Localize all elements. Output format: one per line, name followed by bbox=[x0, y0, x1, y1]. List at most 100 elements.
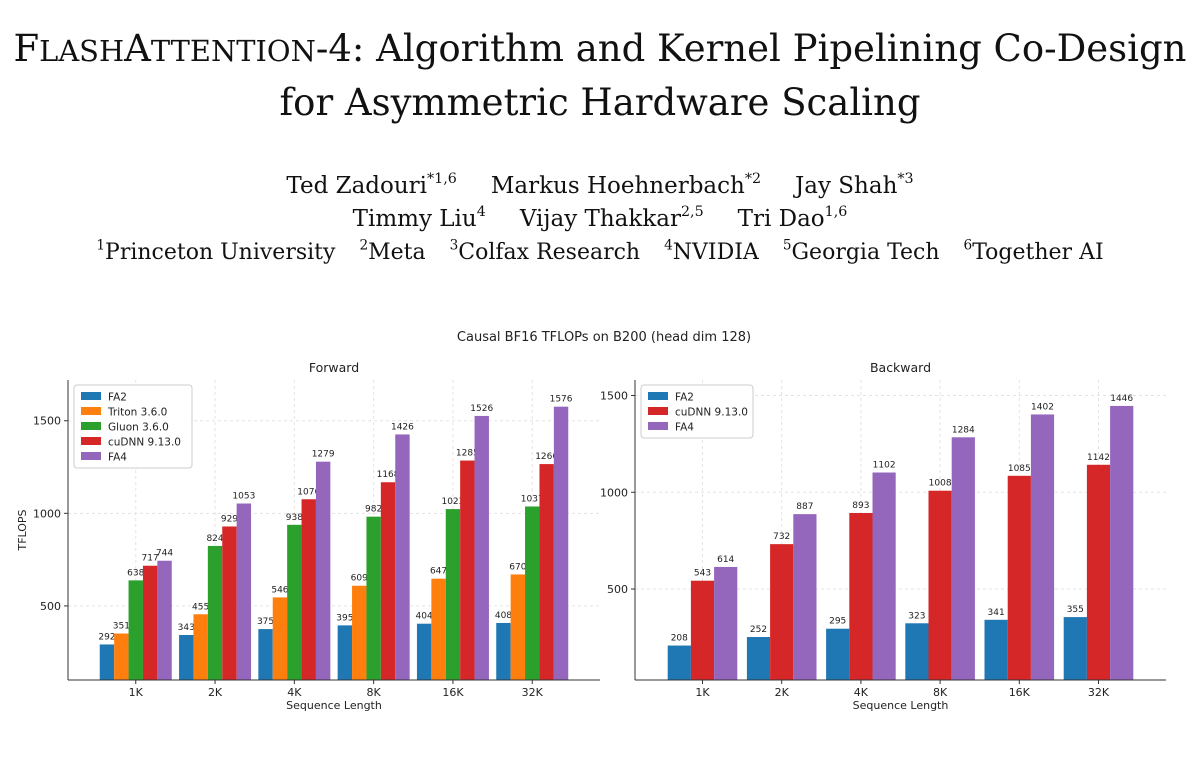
author-name: Timmy Liu bbox=[352, 206, 477, 233]
legend-label: FA2 bbox=[675, 392, 694, 404]
x-tick-label: 16K bbox=[442, 686, 464, 699]
x-tick-label: 4K bbox=[854, 686, 869, 699]
bar bbox=[236, 503, 252, 680]
x-tick-label: 8K bbox=[933, 686, 948, 699]
bar bbox=[1063, 617, 1087, 680]
bar bbox=[366, 516, 381, 680]
backward-chart: 208 252 295 323 341 355 543 732 893 1008 1085 1142 6… bbox=[600, 360, 1166, 712]
bar bbox=[395, 434, 410, 680]
affiliation: 1Princeton University bbox=[96, 237, 336, 265]
data-label: 1053 bbox=[232, 492, 255, 502]
data-label: 375 bbox=[257, 617, 274, 627]
x-tick-label: 4K bbox=[287, 686, 302, 699]
data-label: 938 bbox=[286, 513, 303, 523]
legend-swatch bbox=[648, 392, 668, 400]
data-label: 341 bbox=[988, 608, 1005, 618]
data-label: 893 bbox=[852, 501, 869, 511]
data-label: 343 bbox=[178, 623, 195, 633]
author-name: Jay Shah bbox=[795, 173, 898, 199]
chart-title: Backward bbox=[870, 360, 931, 375]
line2-author: Timmy Liu4 bbox=[352, 204, 486, 233]
data-label: 1426 bbox=[391, 422, 414, 432]
legend-swatch bbox=[81, 392, 101, 400]
author-affiliation-marker: *1,6 bbox=[427, 171, 457, 188]
bar bbox=[315, 461, 331, 680]
title-smallcaps: FLASHATTENTION-4 bbox=[13, 27, 352, 70]
y-tick-label: 1500 bbox=[600, 389, 628, 402]
bar bbox=[258, 629, 273, 680]
data-label: 546 bbox=[271, 585, 288, 595]
data-label: 887 bbox=[796, 502, 813, 512]
bar bbox=[99, 644, 115, 680]
bar bbox=[1110, 405, 1134, 680]
title-line-2: for Asymmetric Hardware Scaling bbox=[279, 80, 921, 124]
chart-title: Forward bbox=[309, 360, 359, 375]
data-label: 1076 bbox=[297, 487, 320, 497]
data-label: 323 bbox=[908, 611, 925, 621]
x-axis-label: Sequence Length bbox=[853, 699, 949, 712]
author-name: Vijay Thakkar bbox=[519, 206, 681, 233]
data-label: 982 bbox=[365, 505, 382, 515]
data-label: 929 bbox=[221, 514, 238, 524]
data-label: 455 bbox=[192, 602, 209, 612]
data-label: 408 bbox=[495, 611, 512, 621]
data-label: 404 bbox=[416, 612, 433, 622]
y-tick-label: 1500 bbox=[33, 415, 61, 428]
bar bbox=[142, 565, 158, 680]
bar bbox=[431, 578, 446, 680]
bar bbox=[287, 524, 302, 680]
bar bbox=[1007, 475, 1031, 680]
legend-label: Gluon 3.6.0 bbox=[108, 422, 169, 434]
bar bbox=[984, 619, 1008, 680]
legend-label: FA4 bbox=[108, 452, 127, 464]
affiliation: 6Together AI bbox=[963, 237, 1104, 265]
bar bbox=[793, 514, 817, 680]
author-name: Markus Hoehnerbach bbox=[490, 173, 745, 199]
bar bbox=[690, 580, 715, 680]
author-affiliation-marker: 4 bbox=[476, 204, 486, 221]
data-label: 1102 bbox=[873, 461, 896, 471]
bar bbox=[1030, 414, 1055, 680]
legend-swatch bbox=[81, 407, 101, 415]
data-label: 543 bbox=[694, 569, 711, 579]
bar bbox=[222, 526, 237, 680]
bar bbox=[770, 544, 794, 680]
legend-swatch bbox=[81, 452, 101, 460]
bar bbox=[553, 406, 569, 680]
affiliations: 1Princeton University 2Meta 3Colfax Resear… bbox=[0, 237, 1200, 269]
line2-author: Tri Dao1,6 bbox=[738, 205, 848, 232]
data-label: 1576 bbox=[550, 395, 573, 405]
data-label: 1284 bbox=[952, 425, 975, 435]
data-label: 717 bbox=[142, 554, 159, 564]
data-label: 1168 bbox=[377, 470, 400, 480]
data-label: 1279 bbox=[312, 450, 335, 460]
legend-swatch bbox=[648, 407, 668, 415]
bar bbox=[539, 464, 554, 680]
data-label: 1266 bbox=[535, 452, 558, 462]
y-tick-label: 500 bbox=[40, 600, 61, 613]
data-label: 647 bbox=[430, 567, 447, 577]
legend-label: FA2 bbox=[108, 392, 127, 404]
legend-swatch bbox=[648, 422, 668, 430]
legend-box bbox=[73, 384, 193, 469]
data-label: 1085 bbox=[1008, 464, 1031, 474]
bar bbox=[301, 499, 316, 680]
bar bbox=[872, 472, 896, 680]
data-label: 614 bbox=[717, 555, 734, 565]
data-label: 395 bbox=[336, 613, 353, 623]
authors-line-1: Ted Zadouri*1,6 Markus Hoehnerbach*2 Jay S… bbox=[0, 170, 1200, 203]
data-label: 1142 bbox=[1087, 453, 1110, 463]
bar bbox=[337, 625, 353, 680]
author-block: Ted Zadouri*1,6 Markus Hoehnerbach*2 Jay S… bbox=[0, 170, 1200, 269]
author-name: Ted Zadouri bbox=[286, 173, 428, 199]
affiliation: 3Colfax Research bbox=[449, 237, 641, 265]
line1-author: Ted Zadouri*1,6 bbox=[286, 171, 457, 199]
bar bbox=[1086, 464, 1111, 680]
author-affiliation-marker: *3 bbox=[897, 171, 914, 188]
data-label: 355 bbox=[1067, 605, 1084, 615]
x-tick-label: 2K bbox=[775, 686, 790, 699]
title-line-1: FLASHATTENTION-4: Algorithm and Kernel P… bbox=[0, 22, 1200, 76]
legend-label: cuDNN 9.13.0 bbox=[675, 407, 748, 419]
data-label: 252 bbox=[750, 625, 767, 635]
data-label: 670 bbox=[509, 562, 526, 572]
